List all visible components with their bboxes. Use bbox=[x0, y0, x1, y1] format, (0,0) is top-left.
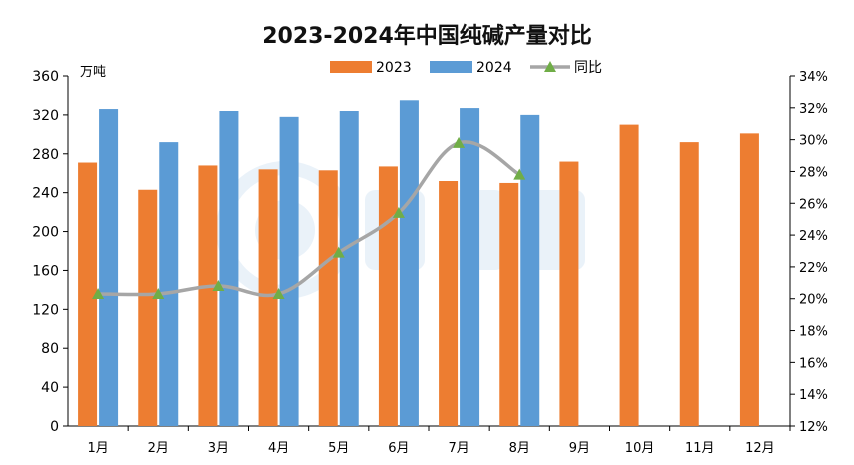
marker-同比-7月 bbox=[453, 136, 466, 148]
bar-2023-7月 bbox=[439, 181, 459, 426]
bar-2024-7月 bbox=[460, 108, 480, 426]
bar-2023-8月 bbox=[499, 182, 519, 426]
left-tick-label: 200 bbox=[32, 225, 59, 241]
legend-swatch-2023 bbox=[330, 61, 372, 73]
x-tick-label: 2月 bbox=[148, 441, 169, 456]
left-tick-label: 0 bbox=[50, 419, 59, 435]
bar-2023-11月 bbox=[679, 142, 699, 426]
bar-2024-4月 bbox=[279, 116, 299, 426]
bar-2024-5月 bbox=[339, 111, 359, 426]
x-tick-label: 4月 bbox=[268, 441, 289, 456]
right-tick-label: 12% bbox=[799, 420, 828, 435]
right-tick-label: 28% bbox=[799, 165, 828, 180]
x-tick-label: 5月 bbox=[328, 441, 349, 456]
right-tick-label: 20% bbox=[799, 293, 828, 308]
right-tick-label: 32% bbox=[799, 102, 828, 117]
bar-2023-9月 bbox=[559, 161, 579, 427]
bar-2024-2月 bbox=[159, 142, 179, 426]
right-tick-label: 22% bbox=[799, 261, 828, 276]
right-tick-label: 18% bbox=[799, 325, 828, 340]
x-tick-label: 3月 bbox=[208, 441, 229, 456]
bar-2024-6月 bbox=[399, 100, 419, 427]
legend-label-2024: 2024 bbox=[476, 60, 512, 76]
bar-2023-4月 bbox=[258, 169, 278, 427]
bar-2023-10月 bbox=[619, 124, 639, 426]
legend-label-2023: 2023 bbox=[376, 60, 412, 76]
bar-2023-12月 bbox=[739, 133, 759, 426]
x-tick-label: 9月 bbox=[569, 441, 590, 456]
left-tick-label: 80 bbox=[41, 341, 59, 357]
left-tick-label: 360 bbox=[32, 69, 59, 85]
bar-2023-3月 bbox=[198, 165, 218, 426]
right-tick-label: 34% bbox=[799, 70, 828, 85]
marker-同比-3月 bbox=[212, 280, 225, 291]
right-tick-label: 14% bbox=[799, 388, 828, 403]
x-tick-label: 8月 bbox=[509, 441, 530, 456]
bar-2023-1月 bbox=[78, 162, 98, 426]
marker-同比-4月 bbox=[272, 287, 285, 299]
marker-同比-5月 bbox=[332, 246, 345, 258]
x-tick-label: 12月 bbox=[745, 441, 775, 456]
legend-swatch-2024 bbox=[430, 61, 472, 73]
left-tick-label: 280 bbox=[32, 147, 59, 163]
chart-title: 2023-2024年中国纯碱产量对比 bbox=[262, 24, 592, 49]
bar-2024-3月 bbox=[219, 111, 239, 426]
x-tick-label: 7月 bbox=[448, 441, 469, 456]
legend-marker-同比 bbox=[544, 61, 556, 72]
bar-2023-6月 bbox=[378, 166, 398, 426]
left-tick-label: 120 bbox=[32, 302, 59, 318]
right-tick-label: 16% bbox=[799, 356, 828, 371]
marker-同比-2月 bbox=[152, 287, 165, 299]
left-axis-unit: 万吨 bbox=[80, 65, 106, 80]
legend-label-同比: 同比 bbox=[574, 60, 602, 76]
marker-同比-8月 bbox=[513, 168, 526, 180]
x-tick-label: 11月 bbox=[685, 441, 715, 456]
right-tick-label: 26% bbox=[799, 197, 828, 212]
bar-2024-8月 bbox=[520, 114, 540, 426]
bar-2023-5月 bbox=[318, 170, 338, 426]
x-tick-label: 6月 bbox=[388, 441, 409, 456]
left-tick-label: 40 bbox=[41, 380, 59, 396]
marker-同比-1月 bbox=[92, 287, 105, 299]
right-tick-label: 30% bbox=[799, 134, 828, 149]
marker-同比-6月 bbox=[392, 206, 405, 218]
x-tick-label: 1月 bbox=[87, 441, 108, 456]
left-tick-label: 240 bbox=[32, 186, 59, 202]
bar-2024-1月 bbox=[99, 109, 119, 427]
x-tick-label: 10月 bbox=[625, 441, 655, 456]
left-tick-label: 320 bbox=[32, 108, 59, 124]
right-tick-label: 24% bbox=[799, 229, 828, 244]
bar-2023-2月 bbox=[138, 189, 158, 426]
left-tick-label: 160 bbox=[32, 263, 59, 279]
